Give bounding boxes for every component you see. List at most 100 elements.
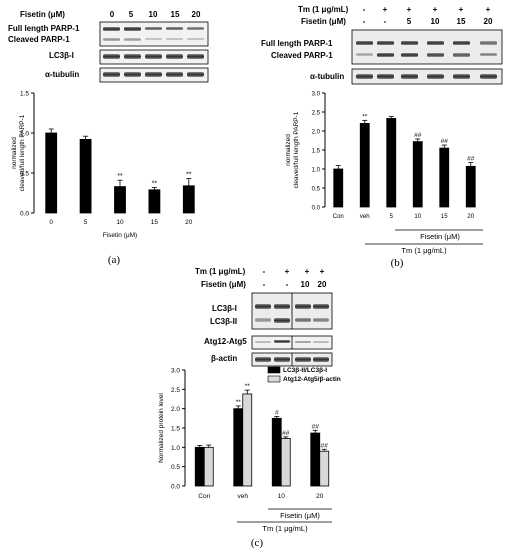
panel-b-significance-mark: ## bbox=[414, 132, 422, 139]
band bbox=[255, 318, 271, 322]
panel-a-dose-5: 5 bbox=[129, 10, 134, 19]
panel-c-legend-swatch bbox=[267, 366, 281, 374]
panel-c-x-tick-label: 20 bbox=[316, 493, 324, 500]
panel-b-x-tick-label: 10 bbox=[414, 214, 421, 220]
panel-b-tm-con: - bbox=[363, 5, 366, 14]
panel-a-x-tick-label: 0 bbox=[49, 219, 53, 226]
panel-b-significance-mark: ## bbox=[441, 138, 449, 145]
panel-b-bar-veh bbox=[359, 123, 370, 208]
panel-a-y-tick-label: 1.5 bbox=[20, 91, 29, 98]
panel-b-bracket-tm: Tm (1 μg/mL) bbox=[401, 246, 447, 255]
panel-b-bracket-fisetin: Fisetin (μM) bbox=[420, 232, 460, 241]
panel-b-tubulin-bands bbox=[356, 74, 497, 79]
panel-c-x-tick-label: 10 bbox=[278, 493, 286, 500]
panel-c-bar-s2-10 bbox=[280, 438, 291, 487]
panel-a-chart: 0.0 0.5 1.0 1.5 normalizedcleaved/full lengt… bbox=[11, 91, 195, 239]
panel-c-bar-s2-veh bbox=[242, 393, 253, 487]
panel-b-fis-15: 15 bbox=[457, 17, 466, 26]
band bbox=[124, 27, 141, 31]
band bbox=[480, 53, 497, 56]
band bbox=[427, 74, 444, 79]
panel-a-x-tick-label: 10 bbox=[116, 219, 124, 226]
panel-a-parp-membrane bbox=[99, 21, 209, 47]
panel-a-dose-15: 15 bbox=[171, 10, 180, 19]
band bbox=[124, 38, 141, 41]
panel-b-significance-mark: ## bbox=[467, 156, 475, 163]
band bbox=[453, 41, 470, 45]
panel-c-significance-mark: ## bbox=[282, 430, 290, 437]
panel-c-legend-swatch bbox=[267, 375, 281, 383]
panel-c-fisetin-label: Fisetin (μM) bbox=[201, 280, 246, 289]
panel-c-y-tick-label: 1.5 bbox=[171, 426, 180, 433]
band bbox=[295, 341, 311, 343]
panel-c-tm-con: - bbox=[263, 267, 266, 276]
band bbox=[453, 53, 470, 57]
panel-b-chart: 0.0 0.5 1.0 1.5 2.0 2.5 3.0 normalizedcleaved/f… bbox=[285, 92, 476, 220]
band bbox=[103, 38, 120, 41]
panel-c-actin-bands bbox=[255, 357, 329, 362]
panel-a-significance-mark: ** bbox=[152, 180, 158, 187]
panel-c-bar-s1-20 bbox=[310, 432, 321, 487]
panel-b-y-tick-label: 3.0 bbox=[312, 92, 321, 98]
panel-b-tm-row: - + + + + + bbox=[363, 5, 491, 14]
panel-b-row-full-parp1: Full length PARP-1 bbox=[261, 39, 333, 48]
panel-a-bar-10 bbox=[114, 186, 126, 214]
panel-b-fis-veh: - bbox=[384, 17, 387, 26]
band bbox=[145, 72, 162, 77]
band bbox=[356, 41, 373, 45]
panel-b-fis-con: - bbox=[363, 17, 366, 26]
panel-b-fis-5: 5 bbox=[407, 17, 412, 26]
band bbox=[480, 41, 497, 45]
panel-b-significance-mark: ** bbox=[362, 113, 368, 120]
panel-b-row-cleaved-parp1: Cleaved PARP-1 bbox=[271, 51, 333, 60]
panel-c-significance-mark: # bbox=[275, 409, 279, 416]
band bbox=[255, 304, 271, 309]
panel-a-bar-20 bbox=[182, 185, 195, 214]
band bbox=[274, 318, 290, 323]
panel-c-fis-con: - bbox=[263, 280, 266, 289]
panel-a-significance-mark: ** bbox=[117, 173, 123, 180]
panel-c-y-tick-label: 0.5 bbox=[171, 464, 180, 471]
panel-a-y-tick-label: 0.5 bbox=[20, 171, 29, 178]
panel-a-y-tick-label: 0.0 bbox=[20, 211, 29, 218]
band bbox=[103, 27, 120, 31]
panel-a-fisetin-header: Fisetin (μM) bbox=[20, 10, 65, 19]
band bbox=[274, 340, 290, 343]
panel-c-significance-mark: ## bbox=[312, 423, 320, 430]
panel-b-y-tick-label: 0.0 bbox=[312, 206, 321, 212]
panel-b-blot: Tm (1 μg/mL) Fisetin (μM) - + + + + + - … bbox=[261, 5, 503, 85]
panel-c-y-tick-label: 3.0 bbox=[171, 368, 180, 375]
band bbox=[377, 41, 394, 45]
panel-b-y-tick-label: 0.5 bbox=[312, 187, 321, 193]
panel-a-blot: Fisetin (μM) 0 5 10 15 20 Full length PA… bbox=[8, 10, 209, 83]
panel-c-atg-bands bbox=[255, 340, 329, 343]
panel-a-caption: (a) bbox=[108, 254, 121, 266]
panel-c-bar-s1-10 bbox=[271, 417, 282, 487]
panel-a-dose-labels: 0 5 10 15 20 bbox=[110, 10, 201, 19]
band bbox=[427, 41, 444, 45]
panel-a-row-full-parp1: Full length PARP-1 bbox=[8, 24, 80, 33]
panel-a-row-lc3: LC3β-I bbox=[49, 51, 74, 60]
panel-c-y-tick-label: 1.0 bbox=[171, 445, 180, 452]
band bbox=[401, 74, 418, 79]
panel-c-bar-s2-Con bbox=[203, 446, 214, 487]
panel-c-lc3-bands bbox=[255, 304, 329, 323]
band bbox=[255, 357, 271, 362]
panel-b-fisetin-label: Fisetin (μM) bbox=[301, 17, 346, 26]
band bbox=[313, 357, 329, 362]
panel-b-fis-20: 20 bbox=[484, 17, 493, 26]
panel-a-y-tick-label: 1.0 bbox=[20, 131, 29, 138]
band bbox=[356, 74, 373, 79]
panel-c-tm-label: Tm (1 μg/mL) bbox=[195, 267, 246, 276]
panel-a-bar-5 bbox=[79, 138, 92, 214]
panel-b-fisetin-row: - - 5 10 15 20 bbox=[363, 17, 493, 26]
panel-c-bar-s2-20 bbox=[319, 450, 330, 487]
panel-a-parp-bands bbox=[103, 27, 204, 41]
panel-b-y-tick-label: 1.0 bbox=[312, 168, 321, 174]
panel-b-bar-10 bbox=[412, 141, 423, 208]
band bbox=[255, 341, 271, 343]
panel-c-bracket-fisetin: Fisetin (μM) bbox=[280, 511, 320, 520]
panel-b-x-tick-label: 20 bbox=[467, 214, 474, 220]
panel-b-caption: (b) bbox=[391, 257, 404, 269]
